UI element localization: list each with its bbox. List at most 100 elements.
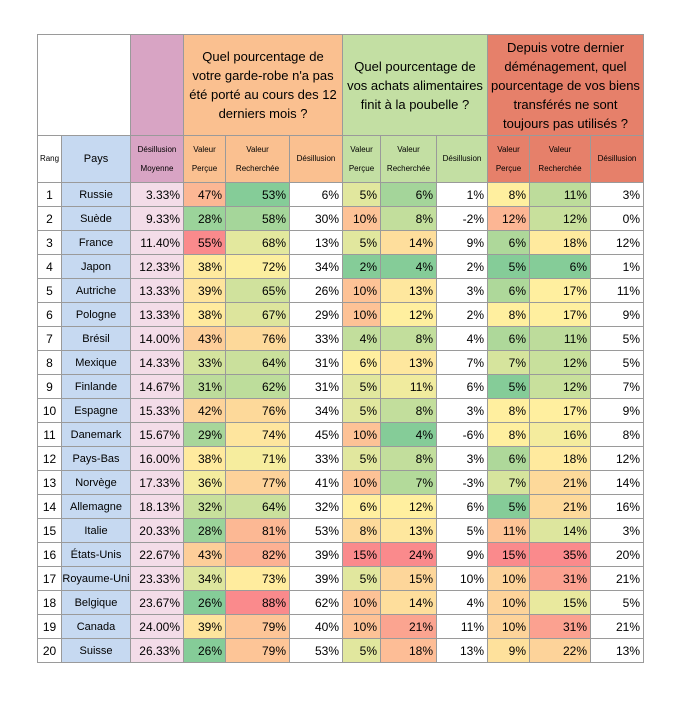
moyenne-cell: 14.33%: [130, 350, 184, 375]
q3-desillusion-cell: 9%: [590, 398, 644, 423]
moyenne-cell: 11.40%: [130, 230, 184, 255]
q1-desillusion-cell: 26%: [289, 278, 343, 303]
q1-percue-cell: 39%: [183, 614, 226, 639]
q1-percue-cell: 33%: [183, 350, 226, 375]
q3-percue-cell: 6%: [487, 278, 530, 303]
rank-cell: 5: [37, 278, 62, 303]
q3-recherchee-cell: 12%: [529, 374, 591, 399]
moyenne-header-swatch: [130, 34, 184, 136]
q2-desillusion-cell: 1%: [436, 182, 488, 207]
q3-percue-cell: 12%: [487, 206, 530, 231]
table-row: 5 Autriche 13.33% 39% 65% 26% 10% 13% 3% 6% 17% 11%: [37, 278, 644, 303]
q1-desillusion-cell: 39%: [289, 542, 343, 567]
table-row: 15 Italie 20.33% 28% 81% 53% 8% 13% 5% 11% 14% 3%: [37, 518, 644, 543]
country-cell: Danemark: [61, 422, 131, 447]
moyenne-cell: 3.33%: [130, 182, 184, 207]
q2-recherchee-cell: 21%: [380, 614, 437, 639]
q2-desillusion-cell: -6%: [436, 422, 488, 447]
q2-desillusion-cell: 7%: [436, 350, 488, 375]
moyenne-cell: 23.33%: [130, 566, 184, 591]
moyenne-cell: 23.67%: [130, 590, 184, 615]
q3-desillusion-cell: 9%: [590, 302, 644, 327]
country-cell: Brésil: [61, 326, 131, 351]
table-row: 10 Espagne 15.33% 42% 76% 34% 5% 8% 3% 8% 17% 9%: [37, 398, 644, 423]
moyenne-cell: 14.67%: [130, 374, 184, 399]
table-row: 20 Suisse 26.33% 26% 79% 53% 5% 18% 13% 9% 22% 13%: [37, 638, 644, 663]
q1-recherchee-cell: 81%: [225, 518, 290, 543]
q2-desillusion-cell: -2%: [436, 206, 488, 231]
table-row: 18 Belgique 23.67% 26% 88% 62% 10% 14% 4% 10% 15% 5…: [37, 590, 644, 615]
q1-recherchee-cell: 79%: [225, 638, 290, 663]
q3-desillusion-cell: 13%: [590, 638, 644, 663]
rank-cell: 9: [37, 374, 62, 399]
country-cell: Japon: [61, 254, 131, 279]
country-cell: Finlande: [61, 374, 131, 399]
q1-recherchee-cell: 64%: [225, 494, 290, 519]
rank-cell: 2: [37, 206, 62, 231]
moyenne-header: Désillusion Moyenne: [130, 135, 184, 183]
q1-percue-cell: 28%: [183, 518, 226, 543]
q2-recherchee-cell: 14%: [380, 590, 437, 615]
q1-recherchee-cell: 73%: [225, 566, 290, 591]
q2-percue-cell: 5%: [342, 182, 381, 207]
q2-recherchee-cell: 8%: [380, 446, 437, 471]
q1-desillusion-cell: 30%: [289, 206, 343, 231]
q2-percue-cell: 15%: [342, 542, 381, 567]
q1-percue-cell: 36%: [183, 470, 226, 495]
q3-desillusion-cell: 3%: [590, 518, 644, 543]
q2-recherchee-cell: 13%: [380, 278, 437, 303]
q1-desillusion-cell: 29%: [289, 302, 343, 327]
rank-cell: 7: [37, 326, 62, 351]
q3-desillusion-cell: 12%: [590, 230, 644, 255]
q2-desillusion-cell: 4%: [436, 326, 488, 351]
q1-recherchee-cell: 64%: [225, 350, 290, 375]
q2-percue-cell: 10%: [342, 422, 381, 447]
q1-recherchee-cell: 82%: [225, 542, 290, 567]
q3-desillusion-cell: 1%: [590, 254, 644, 279]
q2-desillusion-cell: 6%: [436, 374, 488, 399]
q2-percue-cell: 5%: [342, 398, 381, 423]
q2-percue-cell: 10%: [342, 470, 381, 495]
q3-recherchee-cell: 12%: [529, 206, 591, 231]
rank-cell: 17: [37, 566, 62, 591]
q1-recherchee-cell: 76%: [225, 398, 290, 423]
moyenne-cell: 14.00%: [130, 326, 184, 351]
q1-desillusion-cell: 33%: [289, 446, 343, 471]
q1-desillusion-cell: 34%: [289, 254, 343, 279]
q3-desillusion-cell: 5%: [590, 326, 644, 351]
q1-desillusion-cell: 31%: [289, 350, 343, 375]
q3-percue-cell: 11%: [487, 518, 530, 543]
q1-recherchee-cell: 76%: [225, 326, 290, 351]
q1-desillusion-cell: 62%: [289, 590, 343, 615]
q3-percue-cell: 8%: [487, 182, 530, 207]
q1-recherchee-cell: 74%: [225, 422, 290, 447]
q1-percue-cell: 42%: [183, 398, 226, 423]
q1-percue-cell: 38%: [183, 254, 226, 279]
q1-percue-cell: 43%: [183, 542, 226, 567]
q3-recherchee-cell: 22%: [529, 638, 591, 663]
q3-recherchee-cell: 18%: [529, 446, 591, 471]
country-cell: États-Unis: [61, 542, 131, 567]
q1-percue-cell: 43%: [183, 326, 226, 351]
table-row: 2 Suède 9.33% 28% 58% 30% 10% 8% -2% 12% 12% 0%: [37, 206, 644, 231]
q3-desillusion-cell: 21%: [590, 566, 644, 591]
country-cell: Suède: [61, 206, 131, 231]
table-row: 3 France 11.40% 55% 68% 13% 5% 14% 9% 6% 18% 12%: [37, 230, 644, 255]
q2-percue-cell: 5%: [342, 566, 381, 591]
pays-header: Pays: [61, 135, 131, 183]
q2-desillusion-header: Désillusion: [436, 135, 488, 183]
rank-cell: 8: [37, 350, 62, 375]
q1-recherchee-cell: 88%: [225, 590, 290, 615]
q2-percue-cell: 5%: [342, 374, 381, 399]
table-row: 1 Russie 3.33% 47% 53% 6% 5% 6% 1% 8% 11% 3%: [37, 182, 644, 207]
table-row: 14 Allemagne 18.13% 32% 64% 32% 6% 12% 6% 5% 21% 16…: [37, 494, 644, 519]
q1-recherchee-cell: 68%: [225, 230, 290, 255]
q3-desillusion-cell: 20%: [590, 542, 644, 567]
q1-percue-cell: 26%: [183, 590, 226, 615]
q2-percue-cell: 10%: [342, 590, 381, 615]
q2-desillusion-cell: -3%: [436, 470, 488, 495]
q3-recherchee-cell: 17%: [529, 302, 591, 327]
q1-desillusion-cell: 32%: [289, 494, 343, 519]
q2-recherchee-cell: 24%: [380, 542, 437, 567]
q2-recherchee-cell: 13%: [380, 518, 437, 543]
